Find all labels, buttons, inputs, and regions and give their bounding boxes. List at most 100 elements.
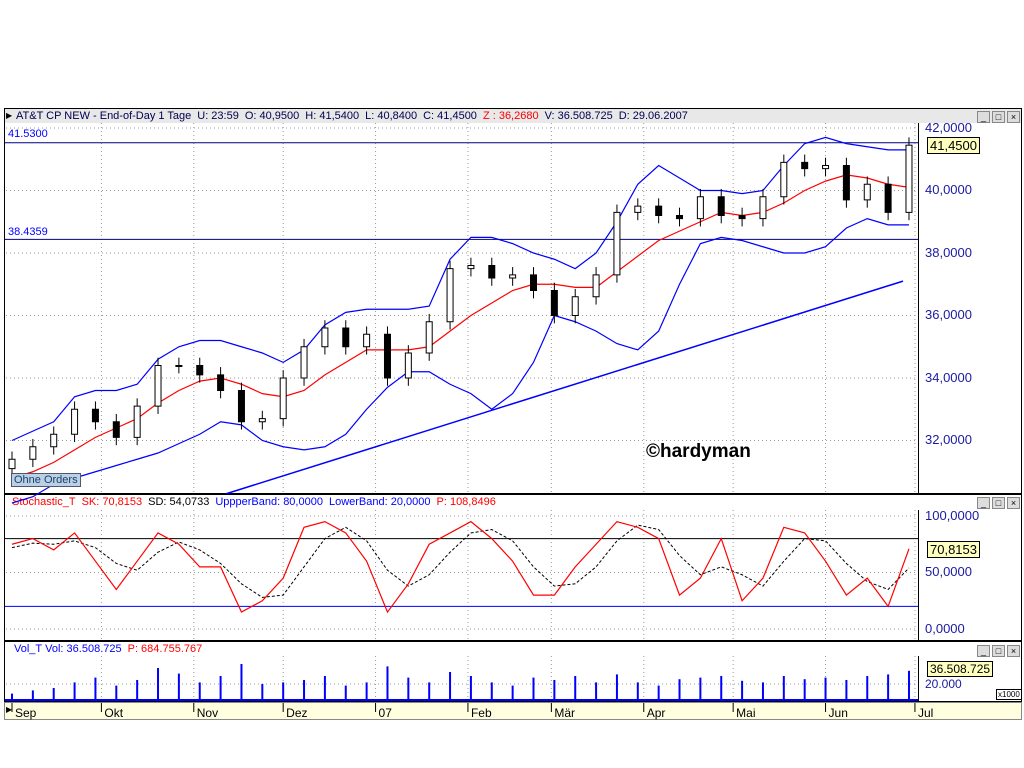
volume-bar xyxy=(177,673,180,700)
minimize-button[interactable]: _ xyxy=(977,645,990,657)
panel-menu-arrow[interactable]: ▶ xyxy=(6,111,13,120)
vol-value: Vol: 36.508.725 xyxy=(45,643,122,655)
header-low: L: 40,8400 xyxy=(365,110,418,122)
candle-body xyxy=(738,215,746,220)
volume-bar xyxy=(157,668,160,700)
volume-bar xyxy=(11,693,13,700)
volume-bar xyxy=(741,680,744,700)
candle-body xyxy=(759,196,767,220)
volume-bar xyxy=(490,682,493,700)
candle-body xyxy=(50,433,58,448)
volume-bar xyxy=(511,685,514,700)
volume-bar xyxy=(887,674,890,700)
candle-body xyxy=(801,161,809,170)
candle-body xyxy=(133,405,141,438)
volume-bar xyxy=(198,682,201,700)
candle-body xyxy=(300,346,308,379)
minimize-button[interactable]: _ xyxy=(977,111,990,123)
candle-body xyxy=(321,327,329,348)
trendline xyxy=(226,280,904,495)
volume-bar xyxy=(678,679,681,700)
bollinger-lower-line xyxy=(11,217,909,504)
bollinger-upper-line xyxy=(11,136,909,442)
header-high: H: 41,5400 xyxy=(305,110,360,122)
candle-body xyxy=(613,211,621,276)
volume-bar xyxy=(720,676,723,700)
date-axis-arrow[interactable]: ▶ xyxy=(6,705,13,714)
vol-name: Vol_T xyxy=(14,643,43,655)
volume-bar xyxy=(803,679,806,700)
current-stoch-tag: 70,8153 xyxy=(927,541,980,558)
month-label: Feb xyxy=(470,706,492,720)
hline-upper-label: 41.5300 xyxy=(8,128,48,140)
maximize-button[interactable]: □ xyxy=(992,497,1005,509)
volume-bar xyxy=(574,676,577,700)
candle-body xyxy=(71,408,79,435)
candle-body xyxy=(509,274,517,279)
volume-bar xyxy=(866,676,869,700)
date-axis xyxy=(4,702,1022,720)
stoch-sk-line xyxy=(11,520,910,614)
price-header: AT&T CP NEW - End-of-Day 1 Tage U: 23:59 O… xyxy=(16,109,694,123)
candle-body xyxy=(842,165,850,201)
candle-body xyxy=(383,333,391,379)
stochastic-header: Stochastic_T SK: 70,8153 SD: 54,0733 Uppper… xyxy=(12,495,502,509)
price-window-buttons: _ □ × xyxy=(977,111,1020,123)
vol-axis-label: 20.000 xyxy=(925,677,962,691)
candle-body xyxy=(655,205,663,216)
price-header-bar xyxy=(5,109,1021,123)
candle-body xyxy=(8,458,16,470)
candle-body xyxy=(175,365,183,367)
volume-bar xyxy=(595,682,598,700)
candle-body xyxy=(363,333,371,348)
month-label: Sep xyxy=(15,706,37,720)
volume-bar xyxy=(365,682,368,700)
candle-body xyxy=(217,374,225,391)
header-open: O: 40,9500 xyxy=(244,110,300,122)
volume-bar xyxy=(31,690,34,700)
volume-bar xyxy=(824,677,827,700)
candle-body xyxy=(196,365,204,376)
vol-window-buttons: _ □ × xyxy=(977,645,1020,657)
candle-body xyxy=(29,446,37,460)
volume-bar xyxy=(782,676,785,700)
volume-bar xyxy=(303,680,306,700)
close-button[interactable]: × xyxy=(1007,111,1020,123)
instrument-title: AT&T CP NEW - End-of-Day 1 Tage xyxy=(16,110,192,122)
volume-bar xyxy=(115,685,118,700)
header-date: D: 29.06.2007 xyxy=(618,110,688,122)
month-label: Jul xyxy=(917,706,934,720)
stoch-sd-line xyxy=(11,524,910,598)
candle-body xyxy=(717,196,725,216)
volume-bar xyxy=(386,666,389,700)
minimize-button[interactable]: _ xyxy=(977,497,990,509)
candle-body xyxy=(822,165,830,170)
header-z: Z : 36,2680 xyxy=(482,110,539,122)
volume-bar xyxy=(52,688,55,700)
candle-body xyxy=(780,161,788,198)
close-button[interactable]: × xyxy=(1007,645,1020,657)
close-button[interactable]: × xyxy=(1007,497,1020,509)
price-axis-label: 42,0000 xyxy=(925,120,972,135)
ohne-orders-button[interactable]: Ohne Orders xyxy=(11,473,81,487)
price-panel xyxy=(4,108,1022,494)
hline-lower-label: 38.4359 xyxy=(8,226,48,238)
volume-bar xyxy=(219,676,222,700)
maximize-button[interactable]: □ xyxy=(992,111,1005,123)
candle-body xyxy=(91,408,99,423)
candle-body xyxy=(592,274,600,298)
candle-body xyxy=(550,290,558,316)
volume-bar xyxy=(73,682,76,700)
stoch-sk: SK: 70,8153 xyxy=(81,496,143,508)
candle-body xyxy=(112,421,120,438)
volume-bar xyxy=(136,680,139,700)
price-axis-line xyxy=(918,123,919,493)
volume-bar xyxy=(845,680,848,700)
maximize-button[interactable]: □ xyxy=(992,645,1005,657)
vol-p: P: 684.755.767 xyxy=(127,643,203,655)
stoch-axis-label: 50,0000 xyxy=(925,564,972,579)
stoch-axis-line xyxy=(918,510,919,640)
month-label: 07 xyxy=(378,706,392,720)
volume-bar xyxy=(699,677,702,700)
stoch-axis-label: 100,0000 xyxy=(925,508,980,523)
